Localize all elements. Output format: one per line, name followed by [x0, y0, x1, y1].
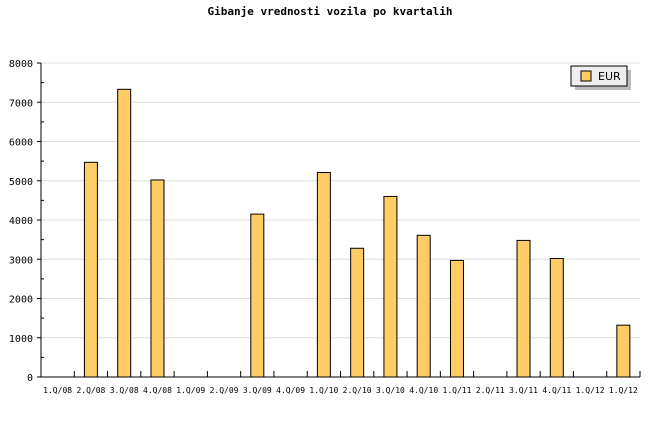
y-tick-label: 5000	[9, 177, 33, 188]
bar	[83, 161, 98, 378]
bar	[117, 88, 132, 378]
x-tick-label: 4.Q/09	[276, 386, 305, 395]
x-tick-label: 4.Q/08	[143, 386, 172, 395]
x-tick-label: 3.Q/11	[509, 386, 538, 395]
bar	[350, 247, 365, 378]
x-tick-label: 4.Q/10	[409, 386, 438, 395]
chart-title: Gibanje vrednosti vozila po kvartalih	[207, 5, 452, 18]
y-tick-label: 6000	[9, 138, 33, 149]
legend-swatch	[580, 70, 592, 82]
y-tick-label: 7000	[9, 98, 33, 109]
x-tick-label: 1.Q/08	[43, 386, 72, 395]
x-tick-label: 3.Q/08	[110, 386, 139, 395]
y-tick-label: 3000	[9, 255, 33, 266]
bars	[83, 88, 631, 378]
axes	[37, 62, 641, 378]
x-tick-label: 2.Q/09	[210, 386, 239, 395]
y-tick-label: 1000	[9, 334, 33, 345]
y-tick-label: 8000	[9, 59, 33, 70]
x-tick-label: 3.Q/10	[376, 386, 405, 395]
y-tick-label: 0	[27, 373, 33, 384]
x-tick-label: 4.Q/11	[542, 386, 571, 395]
bar	[250, 213, 265, 378]
bar	[549, 257, 564, 378]
y-tick-labels: 0 1000 2000 3000 4000 5000 6000 7000 8000	[9, 59, 33, 384]
bar	[316, 172, 331, 378]
x-tick-label: 1.Q/11	[443, 386, 472, 395]
gridlines	[41, 62, 640, 339]
bar	[449, 259, 464, 378]
x-tick-label: 2.Q/11	[476, 386, 505, 395]
bar	[416, 234, 431, 378]
bar	[383, 195, 398, 378]
x-tick-label: 1.Q/09	[176, 386, 205, 395]
legend-label: EUR	[598, 70, 621, 83]
bar	[616, 324, 631, 378]
x-tick-label: 1.Q/12	[609, 386, 638, 395]
bar	[516, 239, 531, 378]
y-tick-label: 4000	[9, 216, 33, 227]
bar	[150, 179, 165, 378]
x-tick-label: 1.Q/12	[576, 386, 605, 395]
x-tick-label: 2.Q/08	[76, 386, 105, 395]
x-tick-label: 1.Q/10	[309, 386, 338, 395]
x-tick-label: 3.Q/09	[243, 386, 272, 395]
y-tick-label: 2000	[9, 295, 33, 306]
legend: EUR	[570, 65, 631, 90]
x-tick-label: 2.Q/10	[343, 386, 372, 395]
x-tick-labels: 1.Q/08 2.Q/08 3.Q/08 4.Q/08 1.Q/09 2.Q/09 3.Q/…	[43, 386, 638, 395]
